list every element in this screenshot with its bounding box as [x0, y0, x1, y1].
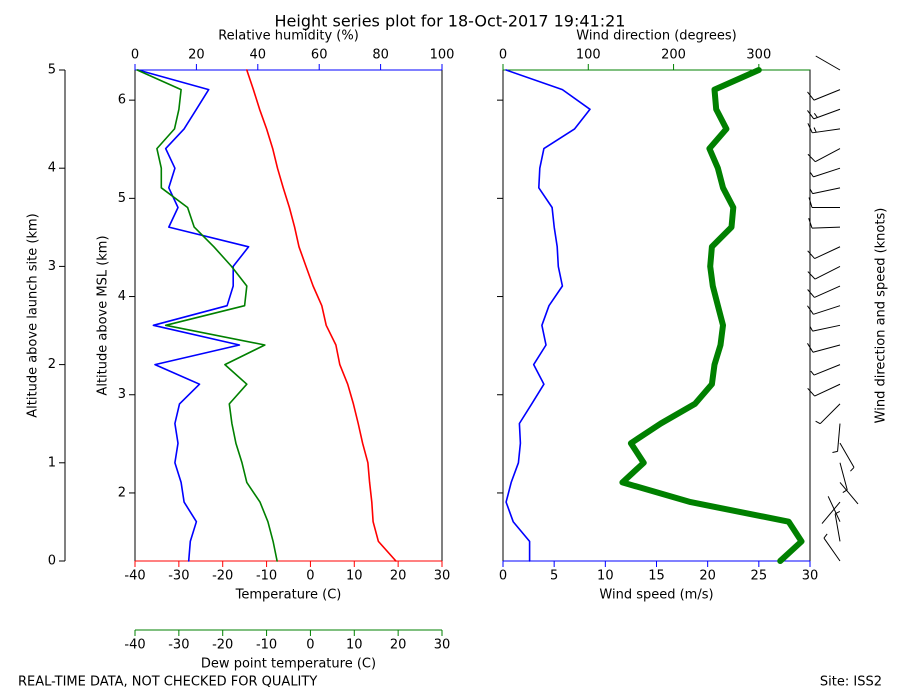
y-tick-label: 0 [48, 554, 56, 569]
x-tick-label: 300 [746, 48, 771, 63]
x-tick-label: 20 [390, 569, 407, 584]
x-tick-label: 30 [434, 638, 451, 653]
x-tick-label: 20 [188, 48, 205, 63]
wind-barb [807, 148, 841, 163]
wind-barb [810, 364, 841, 376]
wind-barb [807, 123, 841, 134]
series-line [136, 69, 278, 562]
plot-frame [502, 69, 811, 562]
y-tick-label: 1 [48, 455, 56, 470]
x-axis-label: Wind speed (m/s) [599, 588, 713, 603]
wind-barb [832, 423, 841, 453]
series-line [505, 69, 591, 562]
x-axis-label: Relative humidity (%) [218, 29, 359, 44]
x-tick-label: 60 [311, 48, 328, 63]
x-tick-label: 10 [346, 569, 363, 584]
y-tick-label: 5 [118, 191, 126, 206]
chart-title: Height series plot for 18-Oct-2017 19:41… [275, 12, 626, 31]
wind-barb [807, 89, 841, 101]
wind-barb [807, 343, 841, 353]
y-axis-label: Altitude above launch site (km) [26, 213, 41, 417]
x-tick-label: 100 [430, 48, 455, 63]
y-tick-label: 4 [48, 161, 56, 176]
x-tick-label: -40 [124, 569, 145, 584]
wind-barb [807, 265, 841, 280]
series-line [137, 69, 250, 562]
wind-barb [815, 403, 841, 425]
y-axis-label: Altitude above MSL (km) [96, 235, 111, 395]
x-tick-label: 0 [306, 638, 314, 653]
y-tick-label: 3 [118, 387, 126, 402]
x-tick-label: 100 [576, 48, 601, 63]
x-tick-label: -20 [212, 638, 233, 653]
x-tick-label: 20 [699, 569, 716, 584]
y-tick-label: 5 [48, 63, 56, 78]
wind-barb [821, 501, 841, 524]
x-tick-label: 5 [550, 569, 558, 584]
wind-barb [839, 482, 859, 505]
wind-barb [809, 187, 841, 195]
series-line [246, 69, 397, 562]
wind-barb [809, 324, 841, 332]
x-tick-label: -40 [124, 638, 145, 653]
x-tick-label: 15 [648, 569, 665, 584]
wind-barb [807, 305, 841, 315]
x-tick-label: 25 [751, 569, 768, 584]
x-tick-label: 0 [499, 48, 507, 63]
x-tick-label: -10 [256, 569, 277, 584]
wind-barb [809, 167, 841, 178]
wind-barb [839, 442, 855, 472]
x-tick-label: 30 [802, 569, 819, 584]
barb-label: Wind direction and speed (knots) [874, 208, 889, 424]
wind-barb [839, 462, 848, 494]
x-axis-label: Temperature (C) [235, 588, 342, 603]
y-tick-label: 4 [118, 289, 126, 304]
footer-note: REAL-TIME DATA, NOT CHECKED FOR QUALITY [18, 675, 317, 690]
x-tick-label: 0 [306, 569, 314, 584]
x-axis-label: Dew point temperature (C) [201, 657, 376, 672]
site-label: Site: ISS2 [820, 675, 882, 690]
x-tick-label: 200 [661, 48, 686, 63]
x-tick-label: 30 [434, 569, 451, 584]
wind-barb [807, 246, 841, 260]
wind-barb [823, 533, 841, 562]
y-tick-label: 2 [48, 357, 56, 372]
x-tick-label: -10 [256, 638, 277, 653]
x-axis-label: Wind direction (degrees) [576, 29, 736, 44]
x-tick-label: 0 [499, 569, 507, 584]
y-tick-label: 3 [48, 259, 56, 274]
x-tick-label: 40 [250, 48, 267, 63]
x-tick-label: 20 [390, 638, 407, 653]
wind-barb [808, 197, 840, 208]
x-tick-label: 0 [131, 48, 139, 63]
x-tick-label: 10 [346, 638, 363, 653]
wind-barb [807, 383, 841, 397]
x-tick-label: 10 [597, 569, 614, 584]
wind-barb [815, 55, 841, 71]
x-tick-label: -30 [168, 569, 189, 584]
x-tick-label: -30 [168, 638, 189, 653]
wind-barb [807, 108, 841, 120]
series-line [619, 67, 805, 564]
y-tick-label: 2 [118, 485, 126, 500]
x-tick-label: -20 [212, 569, 233, 584]
y-tick-label: 6 [118, 93, 126, 108]
wind-barb [808, 218, 841, 229]
wind-barb [807, 285, 841, 298]
x-tick-label: 80 [372, 48, 389, 63]
